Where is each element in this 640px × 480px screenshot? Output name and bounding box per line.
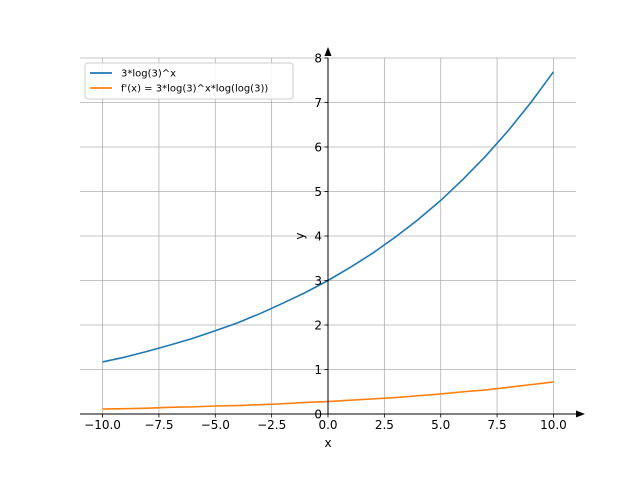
x-tick-label: 0.0 xyxy=(318,418,337,432)
x-tick-label: 10.0 xyxy=(540,418,567,432)
legend: 3*log(3)^x f'(x) = 3*log(3)^x*log(log(3)… xyxy=(84,62,294,100)
x-tick-label: 5.0 xyxy=(431,418,450,432)
y-tick-label: 4 xyxy=(314,230,322,244)
legend-label-series-1: 3*log(3)^x xyxy=(121,69,176,80)
y-tick-label: 2 xyxy=(314,319,322,333)
x-tick-label: 2.5 xyxy=(375,418,394,432)
x-tick-label: −10.0 xyxy=(84,418,121,432)
x-tick-label: 7.5 xyxy=(488,418,507,432)
legend-label-series-2: f'(x) = 3*log(3)^x*log(log(3)) xyxy=(121,84,268,95)
y-tick-label: 0 xyxy=(314,408,322,422)
x-tick-label: −5.0 xyxy=(201,418,230,432)
y-axis-label: y xyxy=(293,232,307,239)
y-axis-arrow xyxy=(324,47,332,56)
y-tick-label: 7 xyxy=(314,96,322,110)
legend-box xyxy=(84,62,294,100)
y-tick-label: 3 xyxy=(314,274,322,288)
y-tick-label: 1 xyxy=(314,363,322,377)
tick-labels: −10.0 −7.5 −5.0 −2.5 0.0 2.5 5.0 7.5 10.0 0 1 2 3 4 5 6… xyxy=(84,52,567,433)
axes xyxy=(80,47,585,418)
x-tick-label: −7.5 xyxy=(144,418,173,432)
x-axis-arrow xyxy=(576,410,585,418)
y-tick-label: 5 xyxy=(314,185,322,199)
y-tick-label: 6 xyxy=(314,141,322,155)
y-tick-label: 8 xyxy=(314,52,322,66)
x-tick-label: −2.5 xyxy=(257,418,286,432)
x-axis-label: x xyxy=(324,436,331,450)
